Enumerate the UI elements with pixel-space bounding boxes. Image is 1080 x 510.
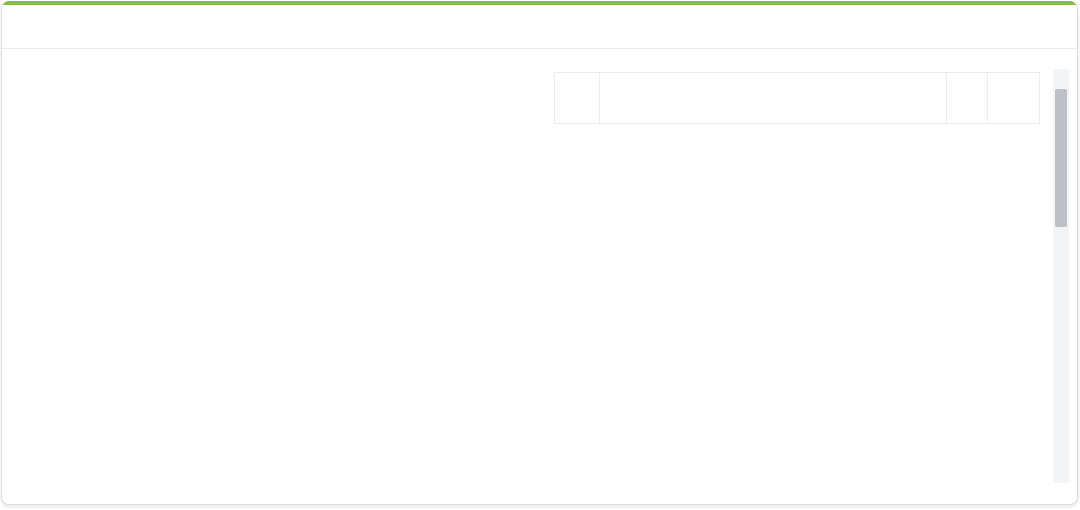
- radar-chart-panel: [2, 49, 548, 505]
- radar-chart: [2, 49, 548, 505]
- scrollbar-thumb[interactable]: [1055, 89, 1067, 227]
- header-name: [600, 72, 947, 124]
- header-score: [988, 72, 1040, 124]
- requirements-table-panel: [554, 69, 1044, 483]
- scrollbar-up-icon[interactable]: [1053, 71, 1069, 87]
- header-id: [554, 72, 600, 124]
- table-header-row: [554, 72, 1040, 124]
- requirements-table: [554, 69, 1040, 127]
- header-method: [947, 72, 988, 124]
- scrollbar-down-icon[interactable]: [1053, 465, 1069, 481]
- view-header: [2, 5, 1077, 49]
- table-scrollbar[interactable]: [1053, 69, 1069, 483]
- card-top-accent: [2, 1, 1077, 5]
